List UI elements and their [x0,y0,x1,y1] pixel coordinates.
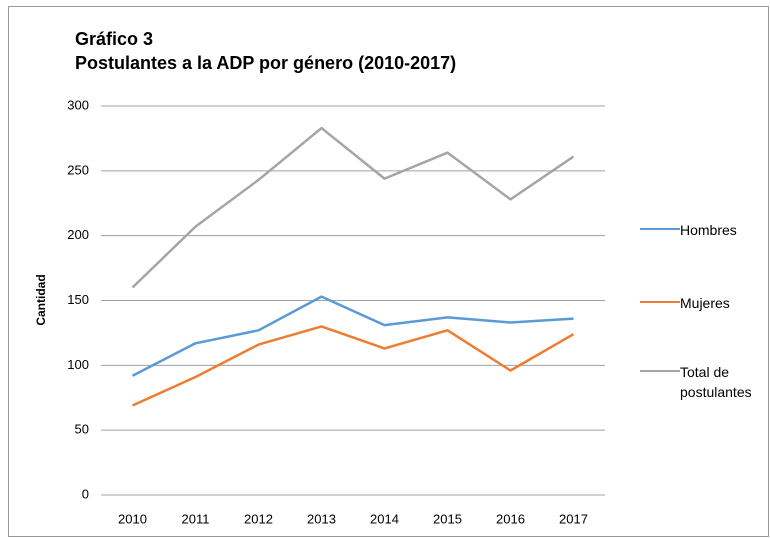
legend-swatch [640,370,680,372]
y-axis-label: Cantidad [34,274,48,325]
y-tick-label: 200 [67,227,89,242]
chart-subtitle: Postulantes a la ADP por género (2010-20… [75,53,456,73]
legend-swatch [640,228,680,230]
legend-label: Hombres [680,222,737,238]
line-series [131,295,574,377]
chart-title: Gráfico 3 [75,29,153,49]
x-tick-label: 2017 [559,511,588,526]
legend-item: Hombres [640,220,766,240]
legend-label: Mujeres [680,295,730,311]
x-tick-label: 2012 [244,511,273,526]
x-tick-label: 2016 [496,511,525,526]
line-series [131,126,575,289]
legend-label: Total de postulantes [680,364,752,400]
chart-frame [8,6,769,537]
legend-swatch [640,301,680,303]
y-tick-label: 50 [75,422,89,437]
y-tick-label: 0 [82,486,89,501]
x-tick-label: 2013 [307,511,336,526]
y-tick-label: 150 [67,292,89,307]
line-series [131,325,575,407]
y-tick-label: 300 [67,97,89,112]
y-tick-label: 100 [67,357,89,372]
legend-item: Total de postulantes [640,362,766,402]
x-tick-label: 2011 [182,511,210,526]
y-tick-label: 250 [67,162,89,177]
x-tick-label: 2010 [118,511,147,526]
x-tick-label: 2014 [370,511,399,526]
legend-item: Mujeres [640,293,766,313]
x-tick-label: 2015 [433,511,462,526]
